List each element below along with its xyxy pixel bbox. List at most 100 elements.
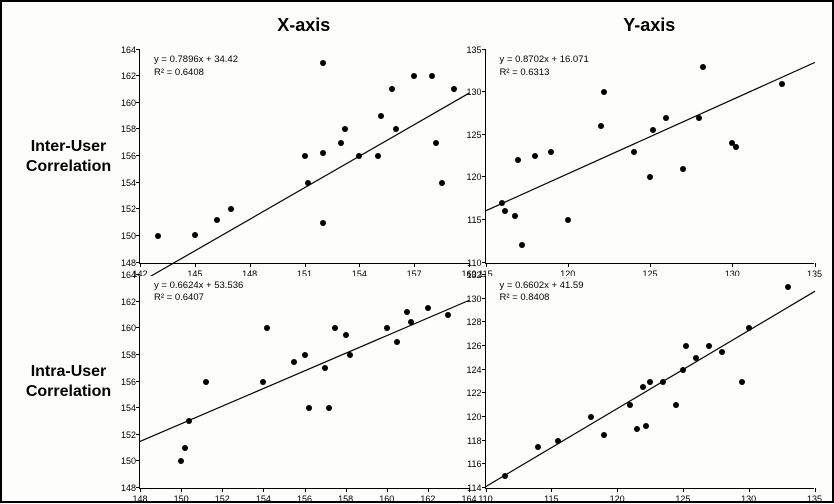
- y-tick-label: 130: [466, 294, 481, 304]
- data-point: [228, 206, 234, 212]
- data-point: [302, 153, 308, 159]
- data-point: [302, 352, 308, 358]
- y-tick-label: 110: [467, 258, 481, 268]
- data-point: [700, 64, 706, 70]
- y-tick-label: 162: [121, 297, 136, 307]
- data-point: [555, 438, 561, 444]
- data-point: [326, 405, 332, 411]
- data-point: [512, 213, 518, 219]
- y-tick-label: 156: [121, 151, 136, 161]
- data-point: [683, 343, 689, 349]
- data-point: [178, 458, 184, 464]
- data-point: [155, 233, 161, 239]
- data-point: [260, 379, 266, 385]
- column-header-x: X-axis: [131, 6, 477, 44]
- y-tick-label: 164: [121, 270, 136, 280]
- data-point: [502, 473, 508, 479]
- y-tick-label: 114: [467, 483, 481, 493]
- y-tick-label: 152: [121, 430, 136, 440]
- y-tick-label: 128: [466, 317, 481, 327]
- data-point: [445, 312, 451, 318]
- data-point: [634, 426, 640, 432]
- data-point: [320, 150, 326, 156]
- y-tick-label: 120: [466, 412, 481, 422]
- scatter-inter-x: 1421451481511541571601481501521541561581…: [139, 50, 469, 264]
- data-point: [515, 157, 521, 163]
- data-point: [660, 379, 666, 385]
- y-tick-label: 158: [121, 350, 136, 360]
- data-point: [320, 60, 326, 66]
- data-point: [680, 367, 686, 373]
- data-point: [338, 140, 344, 146]
- y-tick-label: 160: [121, 98, 136, 108]
- y-tick-label: 124: [466, 365, 481, 375]
- scatter-inter-y: 115120125130135110115120125130135y = 0.8…: [485, 50, 815, 264]
- data-point: [356, 153, 362, 159]
- data-point: [425, 305, 431, 311]
- data-point: [588, 414, 594, 420]
- data-point: [598, 123, 604, 129]
- data-point: [393, 126, 399, 132]
- data-point: [347, 352, 353, 358]
- equation-annotation: y = 0.8702x + 16.071 R² = 0.6313: [500, 54, 589, 80]
- data-point: [322, 365, 328, 371]
- cell-inter-y: 115120125130135110115120125130135y = 0.8…: [477, 44, 823, 270]
- data-point: [519, 242, 525, 248]
- data-point: [693, 355, 699, 361]
- data-point: [650, 127, 656, 133]
- cell-intra-y: 1101151201251301351141161181201221241261…: [477, 270, 823, 496]
- data-point: [647, 379, 653, 385]
- data-point: [680, 166, 686, 172]
- equation-annotation: y = 0.6624x + 53.536 R² = 0.6407: [154, 280, 243, 306]
- row-header-intra-text: Intra-UserCorrelation: [26, 362, 111, 402]
- data-point: [182, 445, 188, 451]
- y-tick-label: 154: [121, 403, 136, 413]
- data-point: [439, 180, 445, 186]
- y-tick-label: 158: [121, 124, 136, 134]
- data-point: [532, 153, 538, 159]
- equation-annotation: y = 0.7896x + 34.42 R² = 0.6408: [154, 54, 238, 80]
- data-point: [779, 81, 785, 87]
- row-header-inter: Inter-UserCorrelation: [6, 44, 131, 270]
- y-tick-label: 150: [121, 231, 136, 241]
- y-tick-label: 122: [466, 388, 481, 398]
- cell-inter-x: 1421451481511541571601481501521541561581…: [131, 44, 477, 270]
- data-point: [733, 144, 739, 150]
- scatter-intra-y: 1101151201251301351141161181201221241261…: [485, 276, 815, 490]
- y-tick-label: 118: [467, 436, 481, 446]
- data-point: [192, 232, 198, 238]
- data-point: [305, 180, 311, 186]
- chart-grid-frame: X-axis Y-axis Inter-UserCorrelation 1421…: [0, 0, 834, 503]
- data-point: [264, 325, 270, 331]
- equation-annotation: y = 0.6602x + 41.59 R² = 0.8408: [500, 280, 584, 306]
- data-point: [739, 379, 745, 385]
- data-point: [186, 418, 192, 424]
- data-point: [673, 402, 679, 408]
- data-point: [647, 174, 653, 180]
- y-tick-label: 148: [121, 258, 136, 268]
- y-tick-label: 116: [467, 459, 481, 469]
- data-point: [214, 217, 220, 223]
- data-point: [746, 325, 752, 331]
- y-tick-label: 126: [466, 341, 481, 351]
- data-point: [601, 89, 607, 95]
- data-point: [785, 284, 791, 290]
- data-point: [627, 402, 633, 408]
- y-tick-label: 130: [466, 87, 481, 97]
- column-header-y: Y-axis: [477, 6, 823, 44]
- corner-spacer: [6, 6, 131, 44]
- data-point: [548, 149, 554, 155]
- y-tick-label: 125: [466, 130, 481, 140]
- y-tick-label: 152: [121, 204, 136, 214]
- data-point: [719, 349, 725, 355]
- data-point: [499, 200, 505, 206]
- y-tick-label: 154: [121, 178, 136, 188]
- data-point: [343, 332, 349, 338]
- data-point: [643, 423, 649, 429]
- y-tick-label: 160: [121, 323, 136, 333]
- data-point: [378, 113, 384, 119]
- data-point: [502, 208, 508, 214]
- y-tick-label: 148: [121, 483, 136, 493]
- data-point: [451, 86, 457, 92]
- cell-intra-x: 1481501521541561581601621641481501521541…: [131, 270, 477, 496]
